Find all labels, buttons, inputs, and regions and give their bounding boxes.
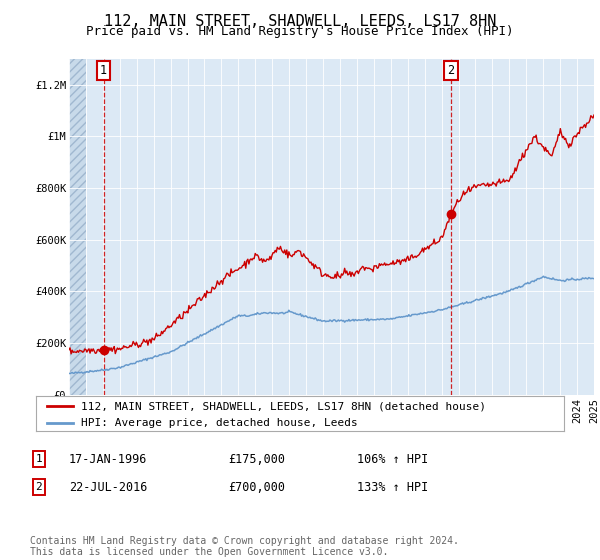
Text: 22-JUL-2016: 22-JUL-2016 [69, 480, 148, 494]
Text: £700,000: £700,000 [228, 480, 285, 494]
Text: 2: 2 [35, 482, 43, 492]
Text: Price paid vs. HM Land Registry's House Price Index (HPI): Price paid vs. HM Land Registry's House … [86, 25, 514, 38]
Text: £175,000: £175,000 [228, 452, 285, 466]
Text: 1: 1 [100, 64, 107, 77]
Text: Contains HM Land Registry data © Crown copyright and database right 2024.
This d: Contains HM Land Registry data © Crown c… [30, 535, 459, 557]
Text: 112, MAIN STREET, SHADWELL, LEEDS, LS17 8HN (detached house): 112, MAIN STREET, SHADWELL, LEEDS, LS17 … [81, 401, 486, 411]
Text: 1: 1 [35, 454, 43, 464]
Text: 106% ↑ HPI: 106% ↑ HPI [357, 452, 428, 466]
Text: 133% ↑ HPI: 133% ↑ HPI [357, 480, 428, 494]
Text: 2: 2 [448, 64, 454, 77]
Text: HPI: Average price, detached house, Leeds: HPI: Average price, detached house, Leed… [81, 418, 358, 427]
Text: 17-JAN-1996: 17-JAN-1996 [69, 452, 148, 466]
Bar [69, 59, 86, 395]
Text: 112, MAIN STREET, SHADWELL, LEEDS, LS17 8HN: 112, MAIN STREET, SHADWELL, LEEDS, LS17 … [104, 14, 496, 29]
